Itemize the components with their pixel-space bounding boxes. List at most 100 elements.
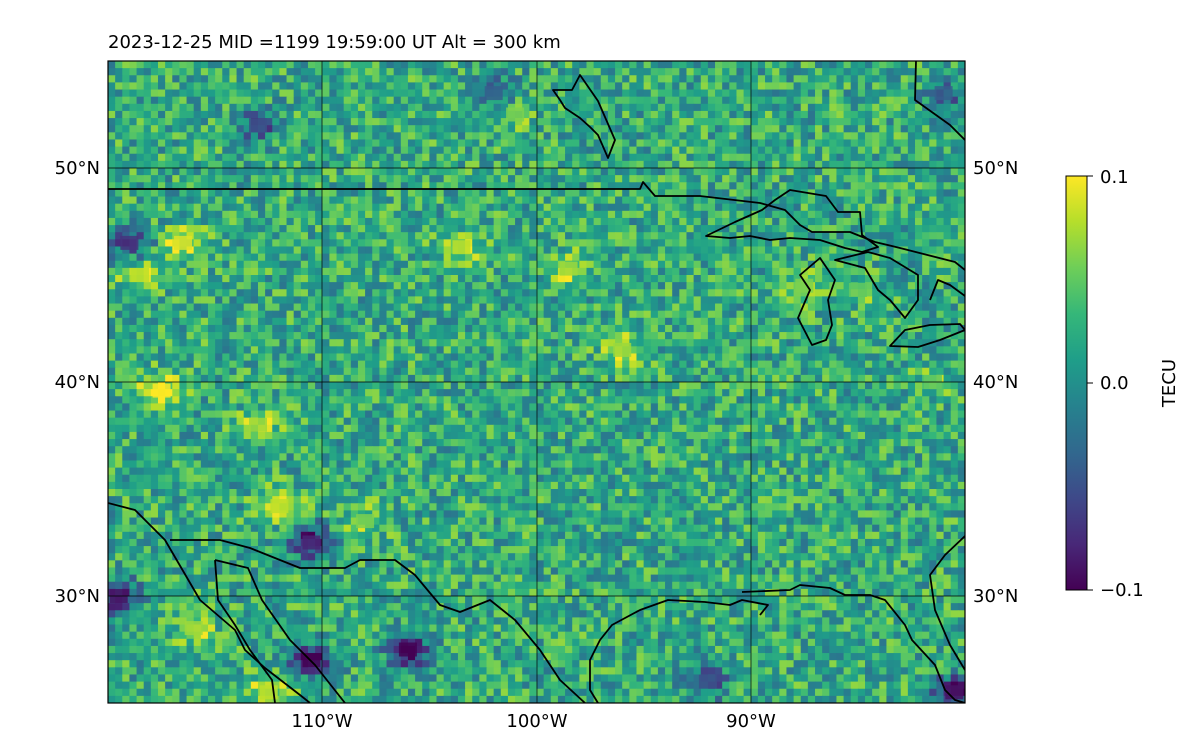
heatmap-cell — [422, 61, 430, 69]
heatmap-cell — [472, 189, 480, 198]
heatmap-cell — [865, 232, 873, 240]
heatmap-cell — [607, 225, 616, 233]
heatmap-cell — [450, 182, 459, 190]
heatmap-cell — [722, 346, 730, 355]
heatmap-cell — [443, 339, 452, 347]
heatmap-cell — [193, 217, 202, 226]
heatmap-cell — [150, 282, 159, 290]
heatmap-cell — [436, 289, 445, 297]
heatmap-cell — [165, 260, 173, 269]
heatmap-cell — [672, 139, 680, 148]
heatmap-cell — [915, 317, 923, 326]
heatmap-cell — [943, 61, 952, 69]
heatmap-cell — [593, 253, 602, 262]
heatmap-cell — [500, 182, 509, 190]
heatmap-cell — [772, 182, 780, 190]
heatmap-cell — [707, 75, 716, 83]
heatmap-cell — [857, 125, 866, 133]
heatmap-cell — [772, 189, 780, 198]
heatmap-cell — [357, 324, 366, 333]
heatmap-cell — [622, 146, 630, 155]
heatmap-cell — [379, 225, 388, 233]
heatmap-cell — [515, 89, 523, 98]
heatmap-cell — [150, 61, 159, 69]
heatmap-cell — [515, 332, 523, 340]
heatmap-cell — [386, 282, 395, 290]
heatmap-cell — [279, 210, 288, 219]
heatmap-cell — [443, 75, 452, 83]
heatmap-cell — [322, 146, 330, 155]
heatmap-cell — [207, 296, 216, 305]
heatmap-cell — [615, 332, 623, 340]
heatmap-cell — [379, 253, 388, 262]
heatmap-cell — [207, 339, 216, 347]
heatmap-cell — [722, 89, 730, 98]
heatmap-cell — [522, 217, 530, 226]
heatmap-cell — [165, 239, 173, 248]
heatmap-cell — [265, 275, 273, 283]
heatmap-cell — [507, 75, 516, 83]
heatmap-cell — [279, 282, 288, 290]
heatmap-cell — [229, 303, 238, 312]
heatmap-cell — [922, 332, 930, 340]
heatmap-cell — [108, 303, 116, 312]
heatmap-cell — [122, 160, 131, 169]
heatmap-cell — [893, 139, 902, 148]
heatmap-cell — [579, 196, 588, 205]
heatmap-cell — [707, 324, 716, 333]
heatmap-cell — [836, 267, 845, 276]
heatmap-cell — [207, 168, 216, 176]
heatmap-cell — [607, 61, 616, 69]
heatmap-cell — [757, 332, 766, 340]
heatmap-cell — [622, 110, 630, 119]
heatmap-cell — [950, 182, 959, 190]
heatmap-cell — [665, 96, 673, 105]
heatmap-cell — [379, 175, 388, 183]
heatmap-cell — [122, 217, 131, 226]
heatmap-cell — [786, 189, 795, 198]
heatmap-cell — [586, 61, 595, 69]
heatmap-cell — [815, 182, 823, 190]
heatmap-cell — [515, 317, 523, 326]
heatmap-cell — [257, 317, 266, 326]
heatmap-cell — [357, 175, 366, 183]
heatmap-cell — [929, 275, 938, 283]
heatmap-cell — [815, 175, 823, 183]
heatmap-cell — [936, 289, 945, 297]
heatmap-cell — [543, 260, 552, 269]
heatmap-cell — [822, 232, 830, 240]
heatmap-cell — [165, 68, 173, 76]
heatmap-cell — [386, 68, 395, 76]
heatmap-cell — [493, 353, 502, 362]
heatmap-cell — [815, 203, 823, 212]
heatmap-cell — [922, 253, 930, 262]
heatmap-cell — [722, 82, 730, 91]
heatmap-cell — [343, 289, 352, 297]
heatmap-cell — [900, 310, 909, 319]
heatmap-cell — [250, 217, 259, 226]
heatmap-cell — [386, 253, 395, 262]
heatmap-cell — [122, 82, 131, 91]
heatmap-cell — [329, 61, 338, 69]
heatmap-cell — [443, 260, 452, 269]
heatmap-cell — [129, 96, 138, 105]
heatmap-cell — [650, 324, 659, 333]
heatmap-cell — [729, 253, 738, 262]
heatmap-cell — [250, 353, 259, 362]
heatmap-cell — [757, 175, 766, 183]
heatmap-cell — [679, 75, 688, 83]
heatmap-cell — [622, 203, 630, 212]
heatmap-cell — [265, 146, 273, 155]
heatmap-cell — [622, 153, 630, 162]
heatmap-cell — [129, 118, 138, 126]
heatmap-cell — [686, 182, 695, 190]
heatmap-cell — [172, 346, 181, 355]
heatmap-cell — [736, 139, 745, 148]
heatmap-cell — [872, 267, 880, 276]
heatmap-cell — [586, 267, 595, 276]
heatmap-cell — [186, 303, 195, 312]
heatmap-cell — [450, 339, 459, 347]
heatmap-cell — [457, 303, 466, 312]
heatmap-cell — [150, 110, 159, 119]
heatmap-cell — [615, 324, 623, 333]
